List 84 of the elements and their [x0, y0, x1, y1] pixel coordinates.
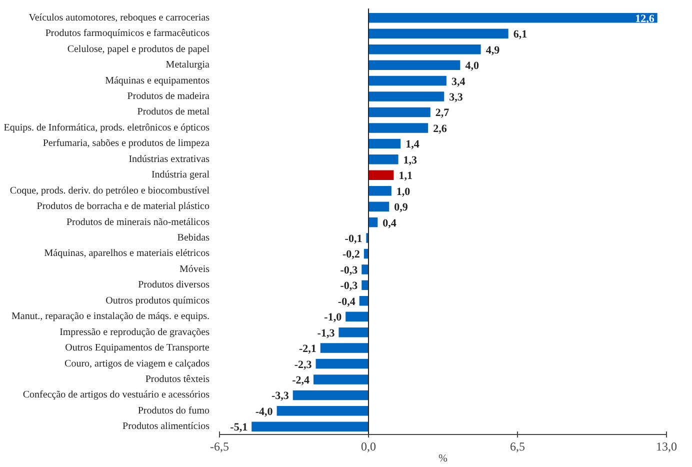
data-label: 6,1: [513, 28, 528, 41]
data-label: 1,3: [403, 154, 418, 166]
data-label: -0,4: [338, 296, 356, 308]
bar: [338, 327, 368, 338]
data-label: -3,3: [271, 390, 290, 402]
data-label: 3,4: [451, 76, 466, 88]
y-tick-label: Produtos de minerais não-metálicos: [66, 216, 210, 228]
y-tick-label: Outros produtos químicos: [106, 295, 210, 306]
data-label: -2,1: [298, 343, 316, 356]
bar: [362, 280, 368, 290]
x-tick-label: 6,5: [510, 440, 525, 454]
x-tick-label: 0,0: [361, 440, 376, 454]
y-tick-label: Produtos têxteis: [145, 374, 210, 385]
data-label: 0,9: [394, 202, 408, 214]
y-tick-label: Produtos do fumo: [138, 405, 210, 416]
data-label: 4,0: [465, 60, 480, 72]
bar: [313, 374, 368, 384]
bar: [368, 76, 446, 86]
bar: [368, 186, 392, 196]
bar: [252, 422, 368, 432]
y-tick-label: Produtos de borracha e de material plástico: [36, 201, 210, 212]
y-tick-label: Equips. de Informática, prods. eletrônicos e ópticos: [4, 122, 210, 134]
data-label: -0,3: [340, 264, 358, 276]
y-tick-label: Confecção de artigos do vestuário e acessórios: [22, 390, 210, 401]
bar: [276, 406, 368, 416]
data-label: -2,4: [292, 374, 310, 386]
y-tick-label: Metalurgia: [166, 60, 210, 71]
data-label: 1,1: [398, 170, 412, 182]
bar: [368, 138, 401, 149]
bar: [368, 107, 430, 118]
bar: [368, 123, 428, 133]
bar: [368, 202, 390, 212]
data-label: -0,3: [340, 280, 358, 292]
y-tick-label: Produtos farmoquímicos e farmacêuticos: [45, 28, 210, 40]
bar: [316, 358, 368, 369]
y-tick-label: Bebidas: [177, 232, 210, 244]
y-tick-label: Couro, artigos de viagem e calçados: [64, 358, 210, 370]
data-label: -5,1: [230, 422, 248, 434]
y-tick-label: Produtos alimentícios: [122, 421, 210, 432]
bar: [368, 44, 481, 54]
x-tick-label: -6,5: [210, 440, 229, 454]
y-tick-label: Veículos automotores, reboques e carrocerias: [28, 12, 210, 24]
bar: [320, 343, 368, 353]
data-label: 3,3: [449, 92, 464, 104]
bar: [362, 264, 368, 274]
y-tick-label: Máquinas e equipamentos: [105, 75, 210, 86]
y-tick-label: Manut., reparação e instalação de máqs. e equips.: [12, 311, 210, 322]
bar: [368, 13, 658, 23]
y-tick-label: Produtos de madeira: [127, 91, 210, 102]
data-label: 2,7: [435, 107, 450, 120]
y-tick-label: Produtos de metal: [137, 106, 210, 118]
y-tick-label: Celulose, papel e produtos de papel: [67, 44, 210, 55]
y-tick-label: Perfumaria, sabões e produtos de limpeza: [42, 138, 210, 150]
y-tick-label: Móveis: [180, 264, 210, 275]
y-tick-label: Indústrias extrativas: [128, 154, 210, 165]
data-label: 4,9: [486, 44, 500, 56]
data-label: -0,1: [344, 233, 362, 246]
bar: [368, 170, 394, 180]
y-tick-label: Máquinas, aparelhos e materiais elétricos: [44, 248, 210, 260]
bar: [346, 312, 368, 322]
data-label: 2,6: [433, 122, 448, 135]
data-label: -1,3: [317, 327, 336, 340]
data-label: -4,0: [255, 406, 274, 418]
y-tick-label: Impressão e reprodução de gravações: [60, 326, 210, 338]
data-label: 12,6: [635, 12, 655, 25]
data-label: -0,2: [342, 248, 360, 261]
y-tick-label: Produtos diversos: [138, 280, 210, 291]
bar: [368, 92, 444, 102]
bar: [368, 60, 460, 70]
x-tick-label: 13,0: [656, 440, 677, 454]
bar: [368, 217, 378, 228]
y-tick-label: Outros Equipamentos de Transporte: [65, 342, 210, 354]
data-label: 1,4: [406, 138, 420, 151]
bar: [359, 296, 368, 306]
data-label: 0,4: [382, 217, 397, 230]
x-axis-title: %: [438, 454, 448, 464]
bar: [292, 390, 368, 400]
bar: [368, 28, 508, 39]
bar: [368, 154, 398, 164]
y-tick-label: Indústria geral: [151, 170, 210, 181]
data-label: -2,3: [294, 358, 312, 371]
data-label: 1,0: [396, 186, 411, 198]
data-label: -1,0: [324, 312, 342, 324]
y-tick-label: Coque, prods. deriv. do petróleo e biocombustível: [10, 185, 210, 196]
